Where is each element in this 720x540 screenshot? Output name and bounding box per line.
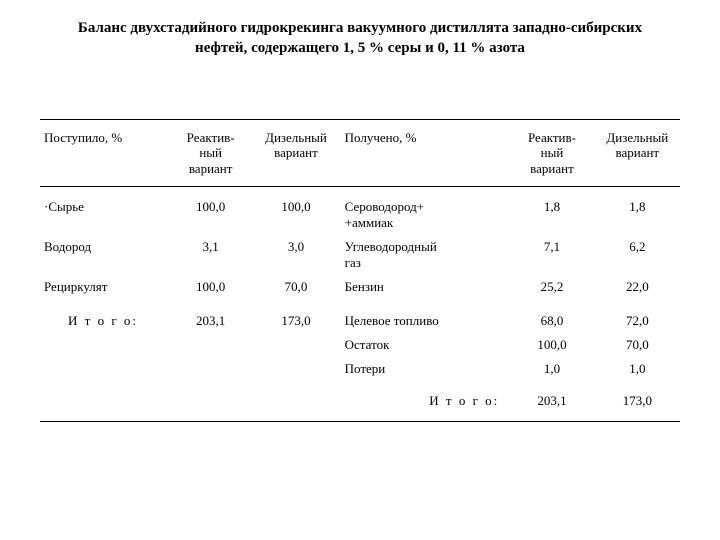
balance-table: Поступило, % Реактив- ный вариант Дизель…	[40, 119, 680, 431]
cell-label: Остаток	[339, 333, 510, 357]
col-header-output: Получено, %	[339, 119, 510, 187]
cell-value: 1,8	[509, 195, 594, 235]
cell-total-label: И т о г о:	[339, 389, 510, 413]
bottom-rule	[40, 422, 680, 431]
table-row: Рециркулят 100,0 70,0 Бензин 25,2 22,0	[40, 275, 680, 299]
cell-label: Водород	[40, 235, 168, 275]
cell-value: 70,0	[595, 333, 680, 357]
cell-value: 203,1	[509, 389, 594, 413]
cell-label: Углеводородный газ	[339, 235, 510, 275]
cell-value: 1,0	[595, 357, 680, 381]
cell-value: 173,0	[595, 389, 680, 413]
cell-label: Сероводород+ +аммиак	[339, 195, 510, 235]
cell-value: 100,0	[168, 275, 253, 299]
table-row: ·Сырье 100,0 100,0 Сероводород+ +аммиак …	[40, 195, 680, 235]
cell-total-label: И т о г о:	[40, 307, 168, 333]
cell-value: 7,1	[509, 235, 594, 275]
col-header-input: Поступило, %	[40, 119, 168, 187]
cell-label: Потери	[339, 357, 510, 381]
col-header-diesel1: Дизельный вариант	[253, 119, 338, 187]
cell-value: 72,0	[595, 307, 680, 333]
col-header-reactive1: Реактив- ный вариант	[168, 119, 253, 187]
cell-value: 68,0	[509, 307, 594, 333]
cell-label: Целевое топливо	[339, 307, 510, 333]
cell-label: Бензин	[339, 275, 510, 299]
table-row: Потери 1,0 1,0	[40, 357, 680, 381]
cell-value: 1,8	[595, 195, 680, 235]
cell-value: 100,0	[168, 195, 253, 235]
cell-value: 25,2	[509, 275, 594, 299]
table-row-total: И т о г о: 203,1 173,0	[40, 389, 680, 413]
cell-value: 203,1	[168, 307, 253, 333]
table-row: Остаток 100,0 70,0	[40, 333, 680, 357]
cell-value: 173,0	[253, 307, 338, 333]
col-header-diesel2: Дизельный вариант	[595, 119, 680, 187]
table-row: И т о г о: 203,1 173,0 Целевое топливо 6…	[40, 307, 680, 333]
cell-value: 22,0	[595, 275, 680, 299]
col-header-reactive2: Реактив- ный вариант	[509, 119, 594, 187]
cell-value: 1,0	[509, 357, 594, 381]
cell-value: 3,0	[253, 235, 338, 275]
cell-label: Рециркулят	[40, 275, 168, 299]
cell-label: ·Сырье	[40, 195, 168, 235]
table-row: Водород 3,1 3,0 Углеводородный газ 7,1 6…	[40, 235, 680, 275]
cell-value: 100,0	[253, 195, 338, 235]
cell-value: 100,0	[509, 333, 594, 357]
cell-value: 6,2	[595, 235, 680, 275]
page-title: Баланс двухстадийного гидрокрекинга ваку…	[50, 18, 670, 59]
header-row: Поступило, % Реактив- ный вариант Дизель…	[40, 119, 680, 187]
cell-value: 3,1	[168, 235, 253, 275]
cell-value: 70,0	[253, 275, 338, 299]
